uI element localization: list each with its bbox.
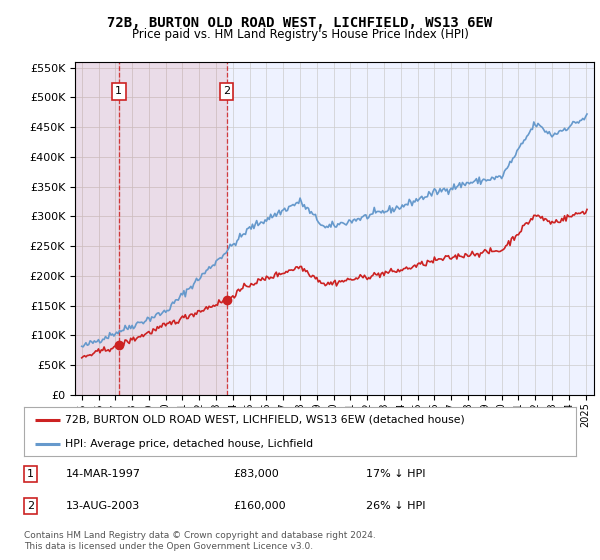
- Text: 2: 2: [223, 86, 230, 96]
- Text: £160,000: £160,000: [234, 501, 286, 511]
- Text: 26% ↓ HPI: 26% ↓ HPI: [366, 501, 426, 511]
- Text: £83,000: £83,000: [234, 469, 280, 479]
- Text: 1: 1: [27, 469, 34, 479]
- Text: 13-AUG-2003: 13-AUG-2003: [65, 501, 140, 511]
- Text: 1: 1: [115, 86, 122, 96]
- Text: 72B, BURTON OLD ROAD WEST, LICHFIELD, WS13 6EW (detached house): 72B, BURTON OLD ROAD WEST, LICHFIELD, WS…: [65, 415, 465, 425]
- Text: 72B, BURTON OLD ROAD WEST, LICHFIELD, WS13 6EW: 72B, BURTON OLD ROAD WEST, LICHFIELD, WS…: [107, 16, 493, 30]
- Text: Price paid vs. HM Land Registry's House Price Index (HPI): Price paid vs. HM Land Registry's House …: [131, 28, 469, 41]
- Text: This data is licensed under the Open Government Licence v3.0.: This data is licensed under the Open Gov…: [24, 542, 313, 550]
- Bar: [75, 62, 119, 395]
- Text: 14-MAR-1997: 14-MAR-1997: [65, 469, 140, 479]
- Text: Contains HM Land Registry data © Crown copyright and database right 2024.: Contains HM Land Registry data © Crown c…: [24, 531, 376, 540]
- Text: HPI: Average price, detached house, Lichfield: HPI: Average price, detached house, Lich…: [65, 438, 314, 449]
- Bar: [119, 62, 227, 395]
- Text: 2: 2: [27, 501, 34, 511]
- Text: 17% ↓ HPI: 17% ↓ HPI: [366, 469, 426, 479]
